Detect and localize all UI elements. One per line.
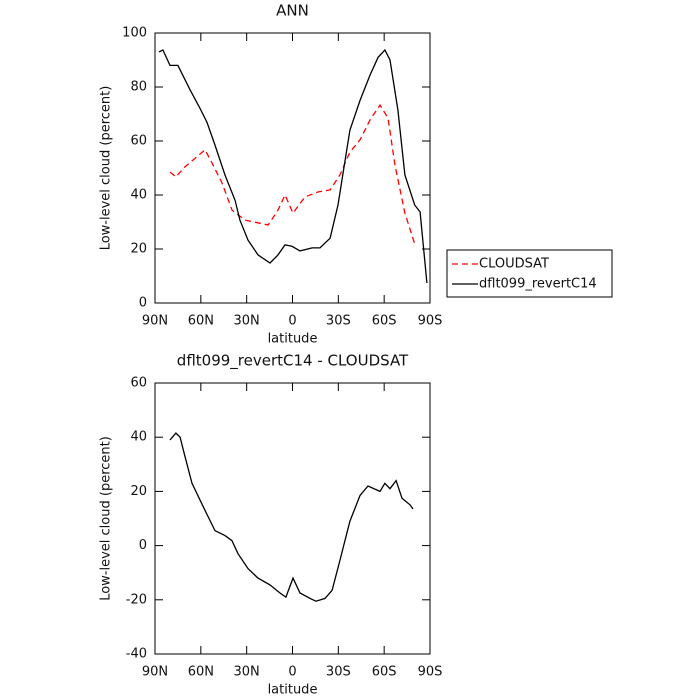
x-axis-label: latitude <box>268 683 318 698</box>
x-tick-label: 90N <box>142 665 168 680</box>
data-line <box>169 103 416 246</box>
legend-label: dflt099_revertC14 <box>479 277 597 292</box>
chart-title: dflt099_revertC14 - CLOUDSAT <box>177 352 409 371</box>
x-tick-label: 30S <box>326 314 351 329</box>
y-axis-label: Low-level cloud (percent) <box>99 436 114 601</box>
x-tick-label: 60S <box>372 665 397 680</box>
x-tick-label: 60N <box>188 665 214 680</box>
y-tick-label: 20 <box>130 242 147 257</box>
x-tick-label: 30N <box>234 665 260 680</box>
y-tick-label: 0 <box>139 296 147 311</box>
plot-frame <box>154 382 431 655</box>
chart-title: ANN <box>276 2 309 20</box>
x-tick-label: 0 <box>288 314 296 329</box>
legend-box <box>446 249 613 298</box>
data-line <box>158 48 428 284</box>
y-tick-label: 40 <box>130 188 147 203</box>
x-axis-label: latitude <box>268 332 318 347</box>
x-tick-label: 0 <box>288 665 296 680</box>
x-tick-label: 60N <box>188 314 214 329</box>
y-tick-label: 0 <box>139 538 147 553</box>
y-tick-label: 80 <box>130 80 147 95</box>
x-tick-label: 60S <box>372 314 397 329</box>
legend-label: CLOUDSAT <box>479 257 549 272</box>
x-tick-label: 90S <box>418 314 443 329</box>
x-tick-label: 90N <box>142 314 168 329</box>
y-tick-label: -40 <box>126 647 147 662</box>
y-tick-label: -20 <box>126 592 147 607</box>
data-line <box>169 432 414 602</box>
y-tick-label: 40 <box>130 430 147 445</box>
y-axis-label: Low-level cloud (percent) <box>99 86 114 251</box>
x-tick-label: 90S <box>418 665 443 680</box>
y-tick-label: 60 <box>130 134 147 149</box>
x-tick-label: 30S <box>326 665 351 680</box>
plot-frame <box>154 32 431 304</box>
y-tick-label: 60 <box>130 376 147 391</box>
x-tick-label: 30N <box>234 314 260 329</box>
y-tick-label: 20 <box>130 484 147 499</box>
y-tick-label: 100 <box>122 26 147 41</box>
